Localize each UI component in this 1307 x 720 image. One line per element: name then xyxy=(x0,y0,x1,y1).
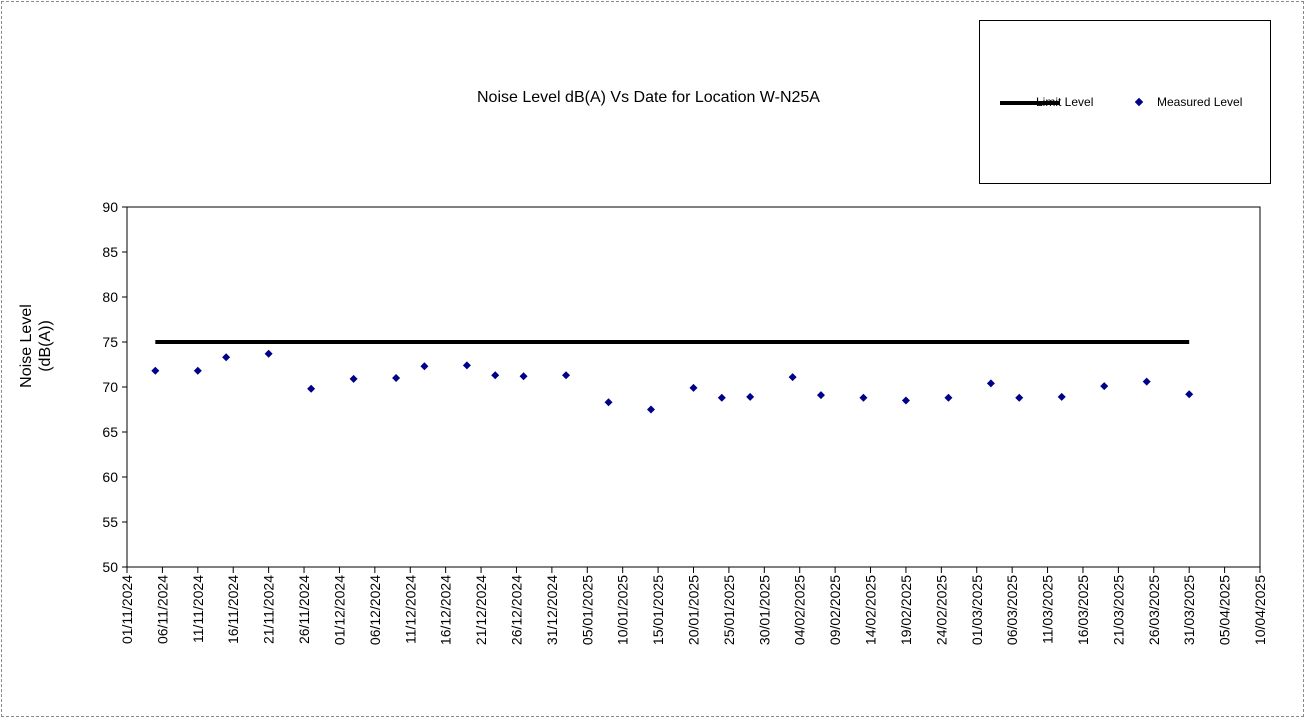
x-tick-label: 19/02/2025 xyxy=(898,575,914,645)
measured-level-point xyxy=(901,396,910,405)
measured-level-point xyxy=(264,349,273,358)
measured-level-point xyxy=(491,371,500,380)
x-tick-label: 16/12/2024 xyxy=(438,575,454,645)
y-tick-label: 80 xyxy=(102,289,118,305)
measured-level-point xyxy=(307,384,316,393)
measured-level-point xyxy=(746,392,755,401)
legend-limit-level-line xyxy=(1000,101,1060,105)
x-tick-label: 11/11/2024 xyxy=(190,575,206,643)
x-tick-label: 06/03/2025 xyxy=(1004,575,1020,645)
measured-level-point xyxy=(816,391,825,400)
measured-level-point xyxy=(392,374,401,382)
measured-level-point xyxy=(349,374,358,383)
measured-level-point xyxy=(193,366,202,375)
measured-level-point xyxy=(1185,390,1194,399)
measured-level-point xyxy=(717,393,726,402)
x-tick-label: 26/03/2025 xyxy=(1146,575,1162,645)
measured-level-point xyxy=(1100,382,1109,391)
x-tick-label: 31/12/2024 xyxy=(544,575,560,645)
x-tick-label: 31/03/2025 xyxy=(1181,575,1197,645)
legend-measured-level-label: Measured Level xyxy=(1157,95,1243,109)
measured-level-point xyxy=(462,361,471,370)
x-tick-label: 11/03/2025 xyxy=(1040,575,1056,644)
measured-level-point xyxy=(1142,377,1151,386)
x-tick-label: 16/11/2024 xyxy=(225,575,241,644)
y-tick-label: 90 xyxy=(102,199,118,215)
y-tick-label: 85 xyxy=(102,244,118,260)
measured-level-point xyxy=(944,393,953,402)
y-tick-label: 70 xyxy=(102,379,118,395)
measured-level-point xyxy=(151,366,160,375)
x-tick-label: 30/01/2025 xyxy=(756,575,772,645)
legend-limit-level-label: Limit Level xyxy=(1036,95,1094,109)
x-tick-label: 10/01/2025 xyxy=(615,575,631,645)
measured-level-point xyxy=(986,379,995,388)
x-tick-label: 16/03/2025 xyxy=(1075,575,1091,645)
measured-level-point xyxy=(1015,393,1024,402)
x-tick-label: 01/11/2024 xyxy=(119,575,135,644)
measured-level-point xyxy=(689,383,698,392)
plot-area xyxy=(126,206,1261,568)
measured-level-point xyxy=(859,393,868,402)
measured-level-point xyxy=(519,372,528,381)
x-tick-label: 11/12/2024 xyxy=(402,575,418,644)
x-tick-label: 09/02/2025 xyxy=(827,575,843,645)
x-tick-label: 24/02/2025 xyxy=(933,575,949,645)
y-tick-label: 55 xyxy=(102,514,118,530)
x-tick-label: 04/02/2025 xyxy=(792,575,808,645)
y-axis: 50 55 60 65 70 75 80 85 90 xyxy=(102,199,127,575)
measured-level-point xyxy=(788,373,797,382)
chart-title: Noise Level dB(A) Vs Date for Location W… xyxy=(477,89,820,106)
x-tick-label: 15/01/2025 xyxy=(650,575,666,645)
measured-level-point xyxy=(222,353,231,362)
x-tick-label: 05/01/2025 xyxy=(579,575,595,645)
x-tick-label: 05/04/2025 xyxy=(1217,575,1233,645)
y-tick-label: 50 xyxy=(102,559,118,575)
x-tick-label: 10/04/2025 xyxy=(1252,575,1268,645)
measured-level-point xyxy=(562,371,571,380)
y-tick-label: 60 xyxy=(102,469,118,485)
measured-level-point xyxy=(1057,392,1066,401)
x-tick-label: 21/12/2024 xyxy=(473,575,489,645)
x-tick-label: 21/03/2025 xyxy=(1110,575,1126,645)
measured-level-series xyxy=(151,349,1194,414)
x-tick-label: 26/11/2024 xyxy=(296,575,312,644)
y-tick-label: 65 xyxy=(102,424,118,440)
x-tick-label: 20/01/2025 xyxy=(686,575,702,645)
measured-level-point xyxy=(420,362,429,371)
legend-measured-level-marker xyxy=(1134,97,1144,107)
x-tick-label: 21/11/2024 xyxy=(261,575,277,644)
x-tick-label: 06/11/2024 xyxy=(154,575,170,644)
x-tick-label: 01/12/2024 xyxy=(331,575,347,645)
x-tick-label: 14/02/2025 xyxy=(863,575,879,645)
y-axis-title-line-1: Noise Level xyxy=(18,304,35,388)
measured-level-point xyxy=(604,398,613,407)
x-axis: 01/11/2024 06/11/2024 11/11/2024 16/11/2024… xyxy=(119,567,1268,645)
y-axis-title-line-2: (dB(A)) xyxy=(37,320,54,372)
x-tick-label: 06/12/2024 xyxy=(367,575,383,645)
legend: Limit Level Measured Level xyxy=(979,20,1271,184)
measured-level-point xyxy=(647,405,656,414)
y-axis-title: Noise Level (dB(A)) xyxy=(17,246,55,446)
x-tick-label: 01/03/2025 xyxy=(969,575,985,645)
x-tick-label: 25/01/2025 xyxy=(721,575,737,645)
y-tick-label: 75 xyxy=(102,334,118,350)
x-tick-label: 26/12/2024 xyxy=(508,575,524,645)
